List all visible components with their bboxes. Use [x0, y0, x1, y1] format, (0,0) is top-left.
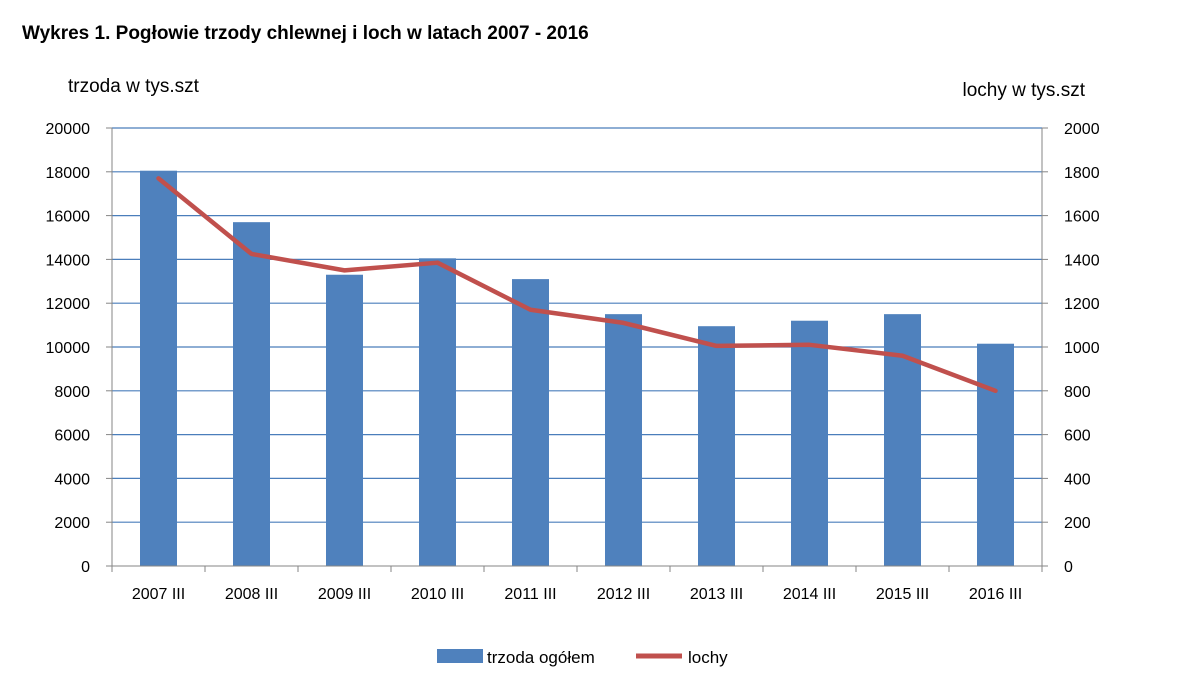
- bar-2011-III: [512, 279, 549, 566]
- y-right-axis-title: lochy w tys.szt: [963, 80, 1086, 101]
- lochy-line: [156, 176, 998, 394]
- y-right-tick-label-1000: 1000: [1064, 340, 1100, 357]
- y-right-tick-label-0: 0: [1064, 559, 1073, 576]
- y-left-tick-label-8000: 8000: [54, 384, 90, 401]
- y-right-tick-label-1800: 1800: [1064, 165, 1100, 182]
- legend-label-lochy: lochy: [688, 648, 728, 667]
- bar-2012-III: [605, 314, 642, 566]
- chart-title: Wykres 1. Pogłowie trzody chlewnej i loc…: [22, 23, 589, 44]
- x-tick-labels: 2007 III 2008 III 2009 III 2010 III 2011 III…: [132, 586, 1022, 603]
- y-left-tick-label-14000: 14000: [46, 252, 91, 269]
- axes: [106, 127, 1048, 572]
- x-tick-label-2009-III: 2009 III: [318, 586, 371, 603]
- y-left-tick-label-16000: 16000: [46, 209, 91, 226]
- x-tick-label-2011-III: 2011 III: [504, 586, 556, 603]
- bar-2013-III: [698, 326, 735, 566]
- y-left-tick-label-2000: 2000: [54, 515, 90, 532]
- y-left-tick-label-0: 0: [81, 559, 90, 576]
- line-series: [156, 176, 998, 394]
- y-right-tick-label-600: 600: [1064, 428, 1091, 445]
- y-left-tick-label-20000: 20000: [46, 121, 91, 138]
- y-right-tick-label-200: 200: [1064, 515, 1091, 532]
- x-tick-label-2008-III: 2008 III: [225, 586, 278, 603]
- x-tick-label-2016-III: 2016 III: [969, 586, 1022, 603]
- bar-series: [140, 170, 1014, 567]
- x-tick-label-2014-III: 2014 III: [783, 586, 836, 603]
- y-right-tick-label-2000: 2000: [1064, 121, 1100, 138]
- legend: trzoda ogółem lochy: [437, 648, 728, 667]
- legend-swatch-trzoda: [437, 649, 483, 663]
- y-left-tick-label-18000: 18000: [46, 165, 91, 182]
- y-right-tick-label-1200: 1200: [1064, 296, 1100, 313]
- x-tick-label-2013-III: 2013 III: [690, 586, 743, 603]
- x-tick-label-2007-III: 2007 III: [132, 586, 185, 603]
- bar-2014-III: [791, 320, 828, 566]
- bar-2016-III: [977, 343, 1014, 566]
- y-left-tick-label-6000: 6000: [54, 428, 90, 445]
- bar-2010-III: [419, 258, 456, 566]
- y-right-tick-labels: 0 200 400 600 800 1000 1200 1400 1600 1800 2000: [1064, 121, 1100, 576]
- y-right-tick-label-1400: 1400: [1064, 252, 1100, 269]
- bar-2008-III: [233, 222, 270, 567]
- y-left-tick-label-4000: 4000: [54, 471, 90, 488]
- x-tick-label-2010-III: 2010 III: [411, 586, 464, 603]
- bar-2009-III: [326, 274, 363, 566]
- legend-label-trzoda: trzoda ogółem: [487, 648, 595, 667]
- y-left-tick-label-10000: 10000: [46, 340, 91, 357]
- y-right-tick-label-400: 400: [1064, 471, 1091, 488]
- x-tick-label-2015-III: 2015 III: [876, 586, 929, 603]
- bar-2015-III: [884, 314, 921, 566]
- bar-2007-III: [140, 170, 177, 566]
- y-right-tick-label-800: 800: [1064, 384, 1091, 401]
- y-left-axis-title: trzoda w tys.szt: [68, 76, 200, 97]
- y-left-tick-labels: 0 2000 4000 6000 8000 10000 12000 14000 16000 180…: [46, 121, 91, 576]
- y-left-tick-label-12000: 12000: [46, 296, 91, 313]
- y-right-tick-label-1600: 1600: [1064, 209, 1100, 226]
- x-tick-label-2012-III: 2012 III: [597, 586, 650, 603]
